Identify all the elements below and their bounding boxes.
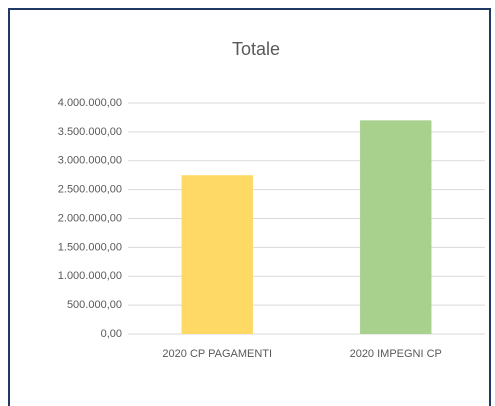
y-tick-label: 4.000.000,00 [58,97,122,109]
chart-title: Totale [232,39,280,59]
y-tick-label: 0,00 [101,328,122,340]
x-tick-label: 2020 CP PAGAMENTI [162,348,273,360]
y-tick-label: 3.000.000,00 [58,155,122,167]
bar [360,120,432,334]
bar [181,175,253,334]
y-tick-label: 500.000,00 [67,299,122,311]
y-tick-label: 3.500.000,00 [58,126,122,138]
y-tick-label: 1.000.000,00 [58,270,122,282]
x-tick-label: 2020 IMPEGNI CP [349,348,442,360]
y-tick-label: 1.500.000,00 [58,241,122,253]
y-tick-label: 2.500.000,00 [58,184,122,196]
y-tick-label: 2.000.000,00 [58,212,122,224]
